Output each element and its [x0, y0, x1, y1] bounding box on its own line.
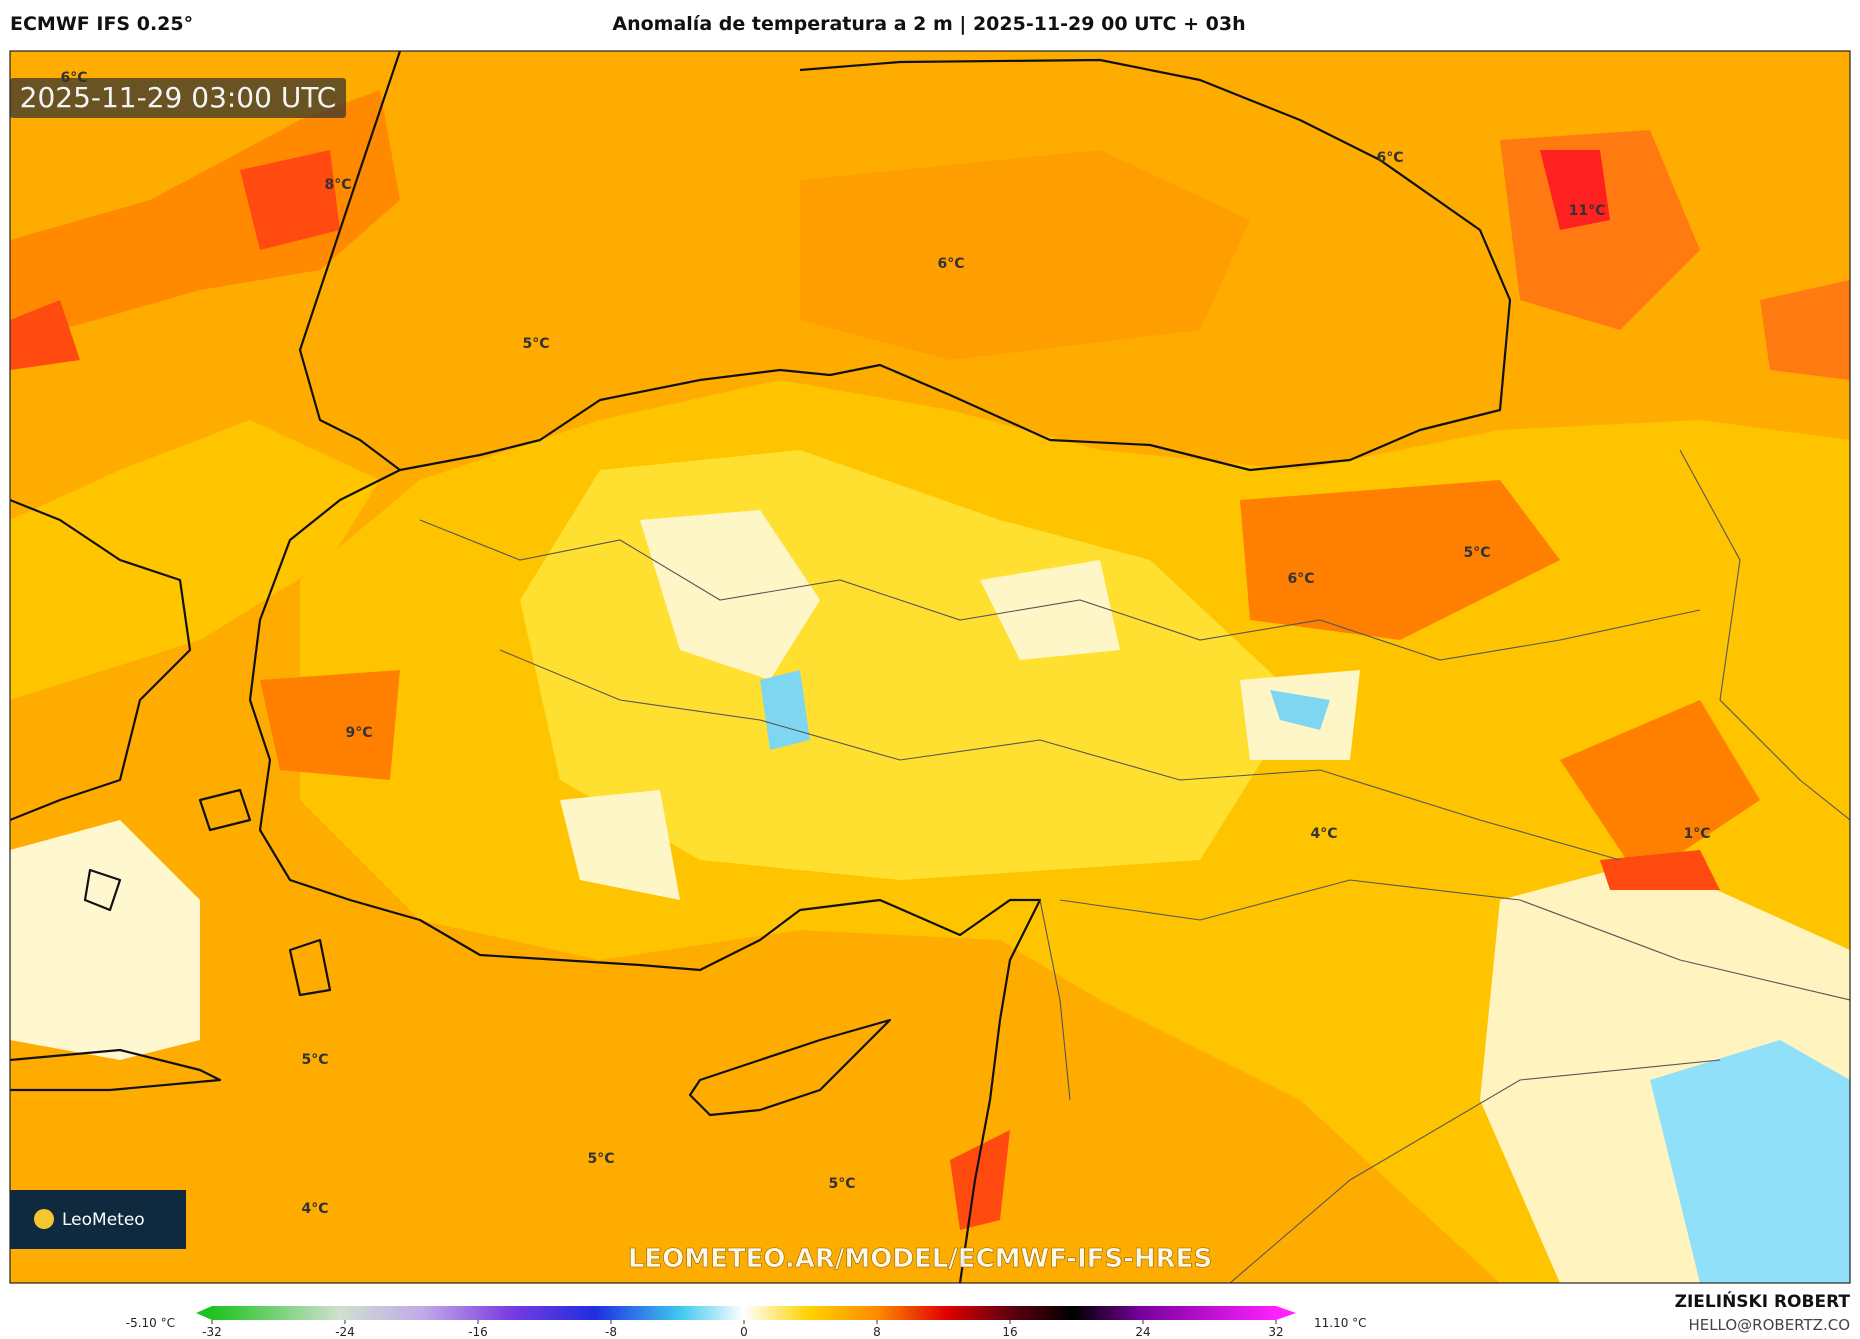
- coastline: [298, 51, 402, 471]
- coastline: [399, 58, 1512, 472]
- colorbar-high-end: [1276, 1306, 1296, 1320]
- colorbar-tick-label: -8: [605, 1325, 617, 1339]
- colorbar-ticks: -32 -24 -16 -8 0 8 16 24 32: [202, 1320, 1284, 1339]
- contour-label: 5°C: [522, 336, 549, 352]
- field: [800, 150, 1250, 360]
- contour-label: 6°C: [1376, 150, 1403, 166]
- logo-sun: [34, 1209, 54, 1229]
- coastline: [248, 469, 1042, 1283]
- author: ZIELIŃSKI ROBERT: [1675, 1290, 1851, 1312]
- map-title: Anomalía de temperatura a 2 m | 2025-11-…: [612, 13, 1245, 35]
- map-frame: [9, 50, 1851, 1284]
- map: 6°C8°C6°C11°C6°C5°C5°C6°C9°C4°C1°C5°C5°C…: [10, 51, 1850, 1283]
- contour-label: 6°C: [937, 256, 964, 272]
- contour-label: 5°C: [1463, 545, 1490, 561]
- colorbar-tick-label: 32: [1268, 1325, 1283, 1339]
- colorbar-tick-label: 24: [1135, 1325, 1150, 1339]
- field: [1650, 1040, 1850, 1283]
- field: [10, 420, 380, 700]
- contour-label: 9°C: [345, 725, 372, 741]
- colorbar-tick-label: 0: [740, 1325, 748, 1339]
- colorbar-low-end: [196, 1306, 212, 1320]
- map-labels: 6°C8°C6°C11°C6°C5°C5°C6°C9°C4°C1°C5°C5°C…: [60, 70, 1710, 1217]
- field: [560, 510, 1360, 900]
- colorbar-tick-label: -24: [335, 1325, 355, 1339]
- logo-text: LeoMeteo: [62, 1210, 145, 1230]
- colorbar: [212, 1306, 1276, 1320]
- colorbar-tick-label: -16: [468, 1325, 488, 1339]
- coastline: [10, 1048, 222, 1092]
- field: [950, 850, 1720, 1230]
- coastline: [10, 498, 192, 822]
- coastline: [83, 788, 332, 997]
- contour-label: 5°C: [301, 1052, 328, 1068]
- email: HELLO@ROBERTZ.CO: [1688, 1316, 1850, 1334]
- watermark: LEOMETEO.AR/MODEL/ECMWF-IFS-HRES: [628, 1244, 1212, 1274]
- field: [10, 150, 340, 370]
- contour-label: 6°C: [1287, 571, 1314, 587]
- contour-label: 1°C: [1683, 826, 1710, 842]
- field: [10, 90, 400, 330]
- colorbar-tick-label: 8: [873, 1325, 881, 1339]
- contour-label: 5°C: [587, 1151, 614, 1167]
- timestamp-box: [10, 78, 346, 118]
- contour-label: 4°C: [301, 1201, 328, 1217]
- colorbar-tick-label: -32: [202, 1325, 222, 1339]
- field: [10, 820, 200, 1060]
- contour-label: 5°C: [828, 1176, 855, 1192]
- contour-label: 4°C: [1310, 826, 1337, 842]
- contour-label: 8°C: [324, 177, 351, 193]
- field: [1540, 150, 1610, 230]
- model-name: ECMWF IFS 0.25°: [10, 13, 193, 35]
- border: [419, 449, 1850, 1283]
- contour-label: 11°C: [1569, 203, 1606, 219]
- colorbar-min: -5.10 °C: [126, 1316, 175, 1330]
- coastline: [688, 1018, 892, 1117]
- colorbar-tick-label: 16: [1002, 1325, 1017, 1339]
- timestamp: 2025-11-29 03:00 UTC: [20, 81, 337, 114]
- field: [260, 480, 1760, 880]
- colorbar-max: 11.10 °C: [1314, 1316, 1367, 1330]
